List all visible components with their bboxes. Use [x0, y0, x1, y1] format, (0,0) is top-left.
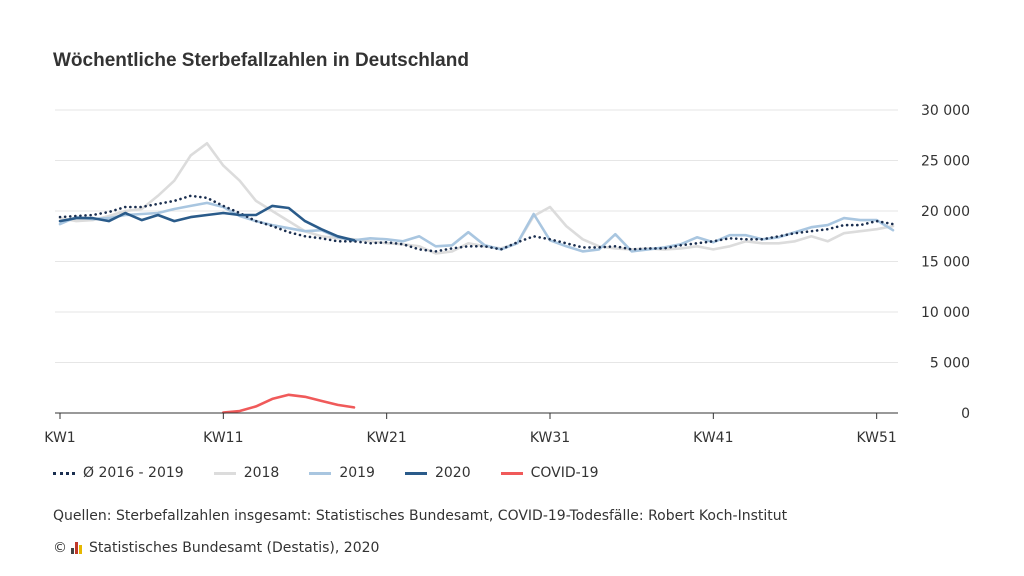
- y-tick-label: 20 000: [921, 204, 970, 220]
- x-tick-label: KW21: [366, 430, 406, 446]
- legend-item: 2018: [213, 465, 280, 481]
- legend-swatch: [213, 471, 236, 475]
- y-tick-label: 15 000: [921, 255, 970, 271]
- copyright-note: © Statistisches Bundesamt (Destatis), 20…: [53, 540, 379, 556]
- y-tick-label: 10 000: [921, 305, 970, 321]
- legend-label: 2018: [243, 465, 280, 481]
- x-tick-label: KW11: [203, 430, 243, 446]
- y-tick-label: 5 000: [930, 356, 970, 372]
- x-tick-label: KW31: [530, 430, 570, 446]
- copyright-text: Statistisches Bundesamt (Destatis), 2020: [89, 540, 380, 556]
- grid-lines: [55, 109, 898, 363]
- y-tick-label: 30 000: [921, 103, 970, 119]
- destatis-logo-icon: [71, 542, 83, 554]
- axes: 0 5 000 10 000 15 000 20 000 25 000 30 000 KW1 K…: [44, 103, 970, 446]
- y-tick-label: 0: [961, 406, 970, 422]
- y-tick-label: 25 000: [921, 154, 970, 170]
- x-tick-label: KW41: [693, 430, 733, 446]
- series-line--2016-2019: [58, 194, 895, 253]
- legend-swatch: [309, 471, 332, 475]
- chart-title: Wöchentliche Sterbefallzahlen in Deutsch…: [53, 50, 469, 71]
- series-line-2019: [58, 201, 895, 253]
- legend-item: 2020: [404, 465, 471, 481]
- legend-item: Ø 2016 - 2019: [53, 465, 184, 481]
- legend-swatch: [404, 471, 427, 475]
- x-tick-label: KW1: [44, 430, 75, 446]
- legend-swatch: [53, 471, 75, 475]
- series-line-covid-19: [222, 393, 356, 414]
- legend-label: 2019: [339, 465, 375, 481]
- legend-label: Ø 2016 - 2019: [83, 465, 184, 481]
- source-note: Quellen: Sterbefallzahlen insgesamt: Sta…: [53, 508, 788, 524]
- legend-item: 2019: [309, 465, 375, 481]
- legend: Ø 2016 - 2019 2018 2019 2020 COVID-19: [53, 465, 629, 481]
- legend-item: COVID-19: [500, 465, 599, 481]
- legend-label: COVID-19: [530, 465, 599, 481]
- series-line-2020: [58, 204, 356, 242]
- copyright-symbol: ©: [53, 540, 67, 556]
- legend-swatch: [500, 471, 523, 475]
- series-line-2018: [58, 142, 895, 255]
- series-lines: [58, 142, 895, 414]
- x-tick-label: KW51: [856, 430, 896, 446]
- legend-label: 2020: [434, 465, 471, 481]
